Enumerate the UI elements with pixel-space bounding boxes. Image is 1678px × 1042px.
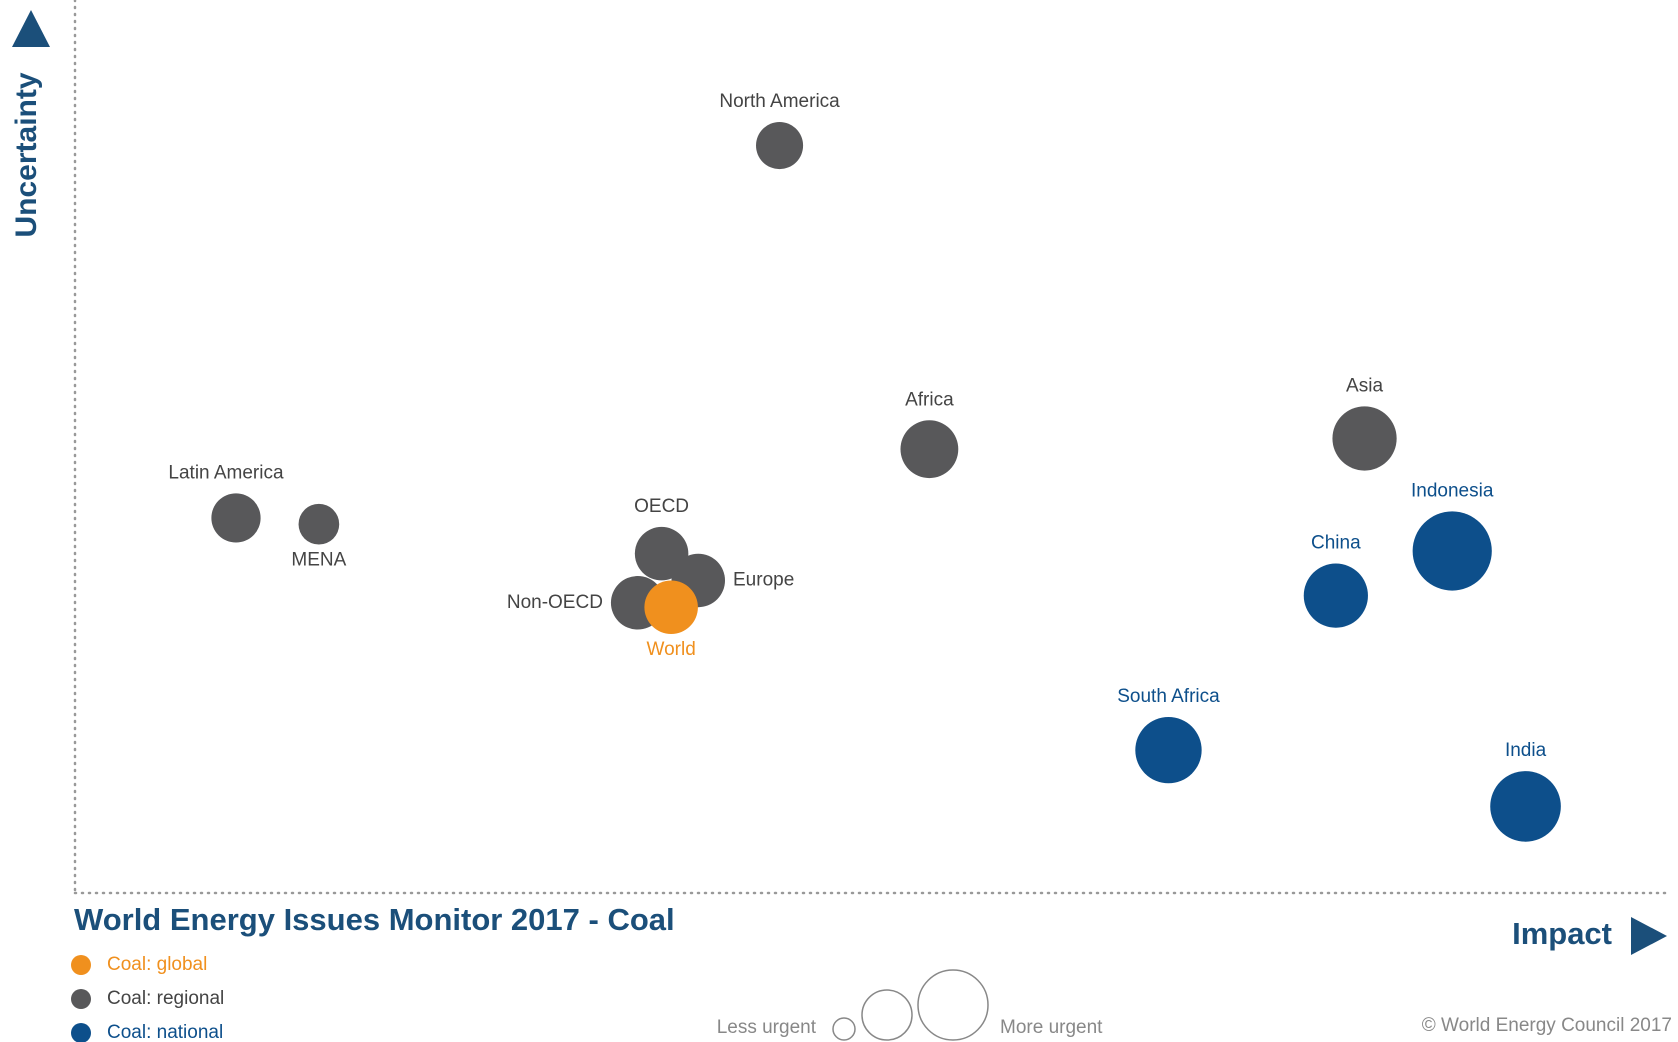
bubble <box>634 526 689 581</box>
data-label: World <box>647 639 696 660</box>
data-label: Indonesia <box>1411 480 1494 501</box>
legend-label: Coal: national <box>107 1022 223 1042</box>
chart-title: World Energy Issues Monitor 2017 - Coal <box>74 902 675 937</box>
data-label: Non-OECD <box>507 592 603 613</box>
bubble <box>1490 771 1561 842</box>
bubble <box>900 420 959 479</box>
y-axis-label: Uncertainty <box>10 72 43 237</box>
size-legend-label: Less urgent <box>717 1017 817 1038</box>
legend-marker <box>71 955 91 975</box>
x-axis-arrow <box>1631 917 1667 955</box>
data-label: India <box>1505 740 1547 761</box>
data-label: North America <box>719 91 840 112</box>
bubble <box>1303 563 1368 628</box>
y-axis-arrow <box>12 10 50 47</box>
data-label: MENA <box>291 550 346 571</box>
bubble <box>756 122 804 170</box>
data-label: OECD <box>634 496 689 517</box>
legend-label: Coal: global <box>107 954 207 975</box>
data-label: South Africa <box>1117 686 1220 707</box>
legend-marker <box>71 1023 91 1042</box>
x-axis-label: Impact <box>1512 916 1612 951</box>
bubble <box>1332 406 1397 471</box>
bubble <box>298 503 340 545</box>
data-label: Asia <box>1346 375 1383 396</box>
size-legend-circle <box>832 1017 856 1041</box>
data-label: Africa <box>905 389 954 410</box>
size-legend-circle <box>917 969 989 1041</box>
bubble <box>644 580 698 634</box>
data-label: Europe <box>733 569 794 590</box>
size-legend-label: More urgent <box>1000 1017 1103 1038</box>
legend-label: Coal: regional <box>107 988 224 1009</box>
size-legend-circle <box>861 989 913 1041</box>
bubble <box>1135 716 1202 784</box>
bubble <box>211 493 261 543</box>
legend-marker <box>71 989 91 1009</box>
source: © World Energy Council 2017 <box>1422 1015 1672 1036</box>
bubble <box>1412 511 1492 591</box>
data-label: Latin America <box>168 462 284 483</box>
data-label: China <box>1311 533 1361 554</box>
